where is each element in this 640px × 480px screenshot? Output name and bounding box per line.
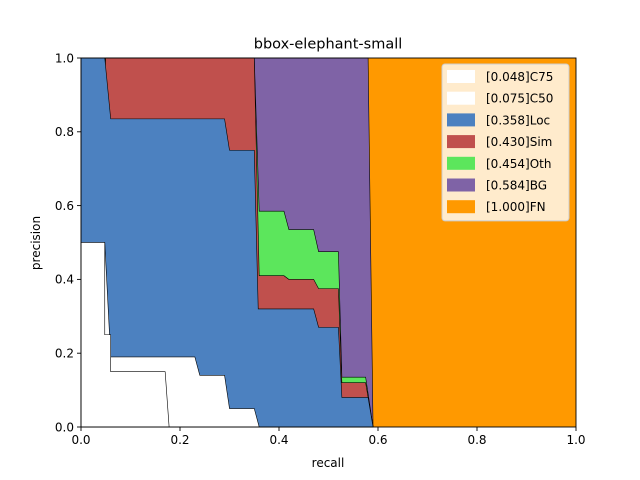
x-tick-label: 1.0	[566, 433, 585, 447]
legend-entry: [0.048]C75	[486, 70, 553, 84]
x-tick-label: 0.4	[269, 433, 288, 447]
legend-entry: [0.454]Oth	[486, 157, 551, 171]
y-tick-label: 1.0	[55, 51, 74, 65]
legend-entry: [1.000]FN	[486, 200, 546, 214]
legend-swatch	[447, 200, 475, 214]
x-axis-label: recall	[312, 456, 345, 470]
axes: 0.0 0.2 0.4 0.6 0.8 1.0 0.0 0.2 0.4 0.6 0.8 1.0	[55, 51, 586, 447]
y-tick-label: 0.8	[55, 125, 74, 139]
legend-entry: [0.584]BG	[486, 179, 547, 193]
legend-entry: [0.430]Sim	[486, 135, 552, 149]
legend: [0.048]C75 [0.075]C50 [0.358]Loc [0.430]Sim…	[441, 63, 570, 222]
x-tick-label: 0.6	[368, 433, 387, 447]
legend-swatch	[447, 135, 475, 149]
area-0-358-loc	[80, 57, 374, 428]
y-tick-label: 0.4	[55, 273, 74, 287]
x-tick-label: 0.8	[467, 433, 486, 447]
legend-entry: [0.358]Loc	[486, 113, 550, 127]
legend-swatch	[447, 91, 475, 105]
legend-swatch	[447, 156, 475, 170]
legend-swatch	[447, 70, 475, 83]
x-tick-label: 0.0	[71, 433, 90, 447]
legend-swatch	[447, 113, 475, 127]
y-tick-label: 0.2	[55, 347, 74, 361]
legend-entry: [0.075]C50	[486, 92, 553, 106]
chart-title: bbox-elephant-small	[254, 37, 403, 53]
axes-frame	[80, 57, 577, 428]
y-tick-label: 0.6	[55, 199, 74, 213]
y-axis-label: precision	[29, 216, 43, 270]
y-tick-label: 0.0	[55, 420, 74, 434]
legend-swatch	[447, 178, 475, 192]
x-tick-label: 0.2	[170, 433, 189, 447]
